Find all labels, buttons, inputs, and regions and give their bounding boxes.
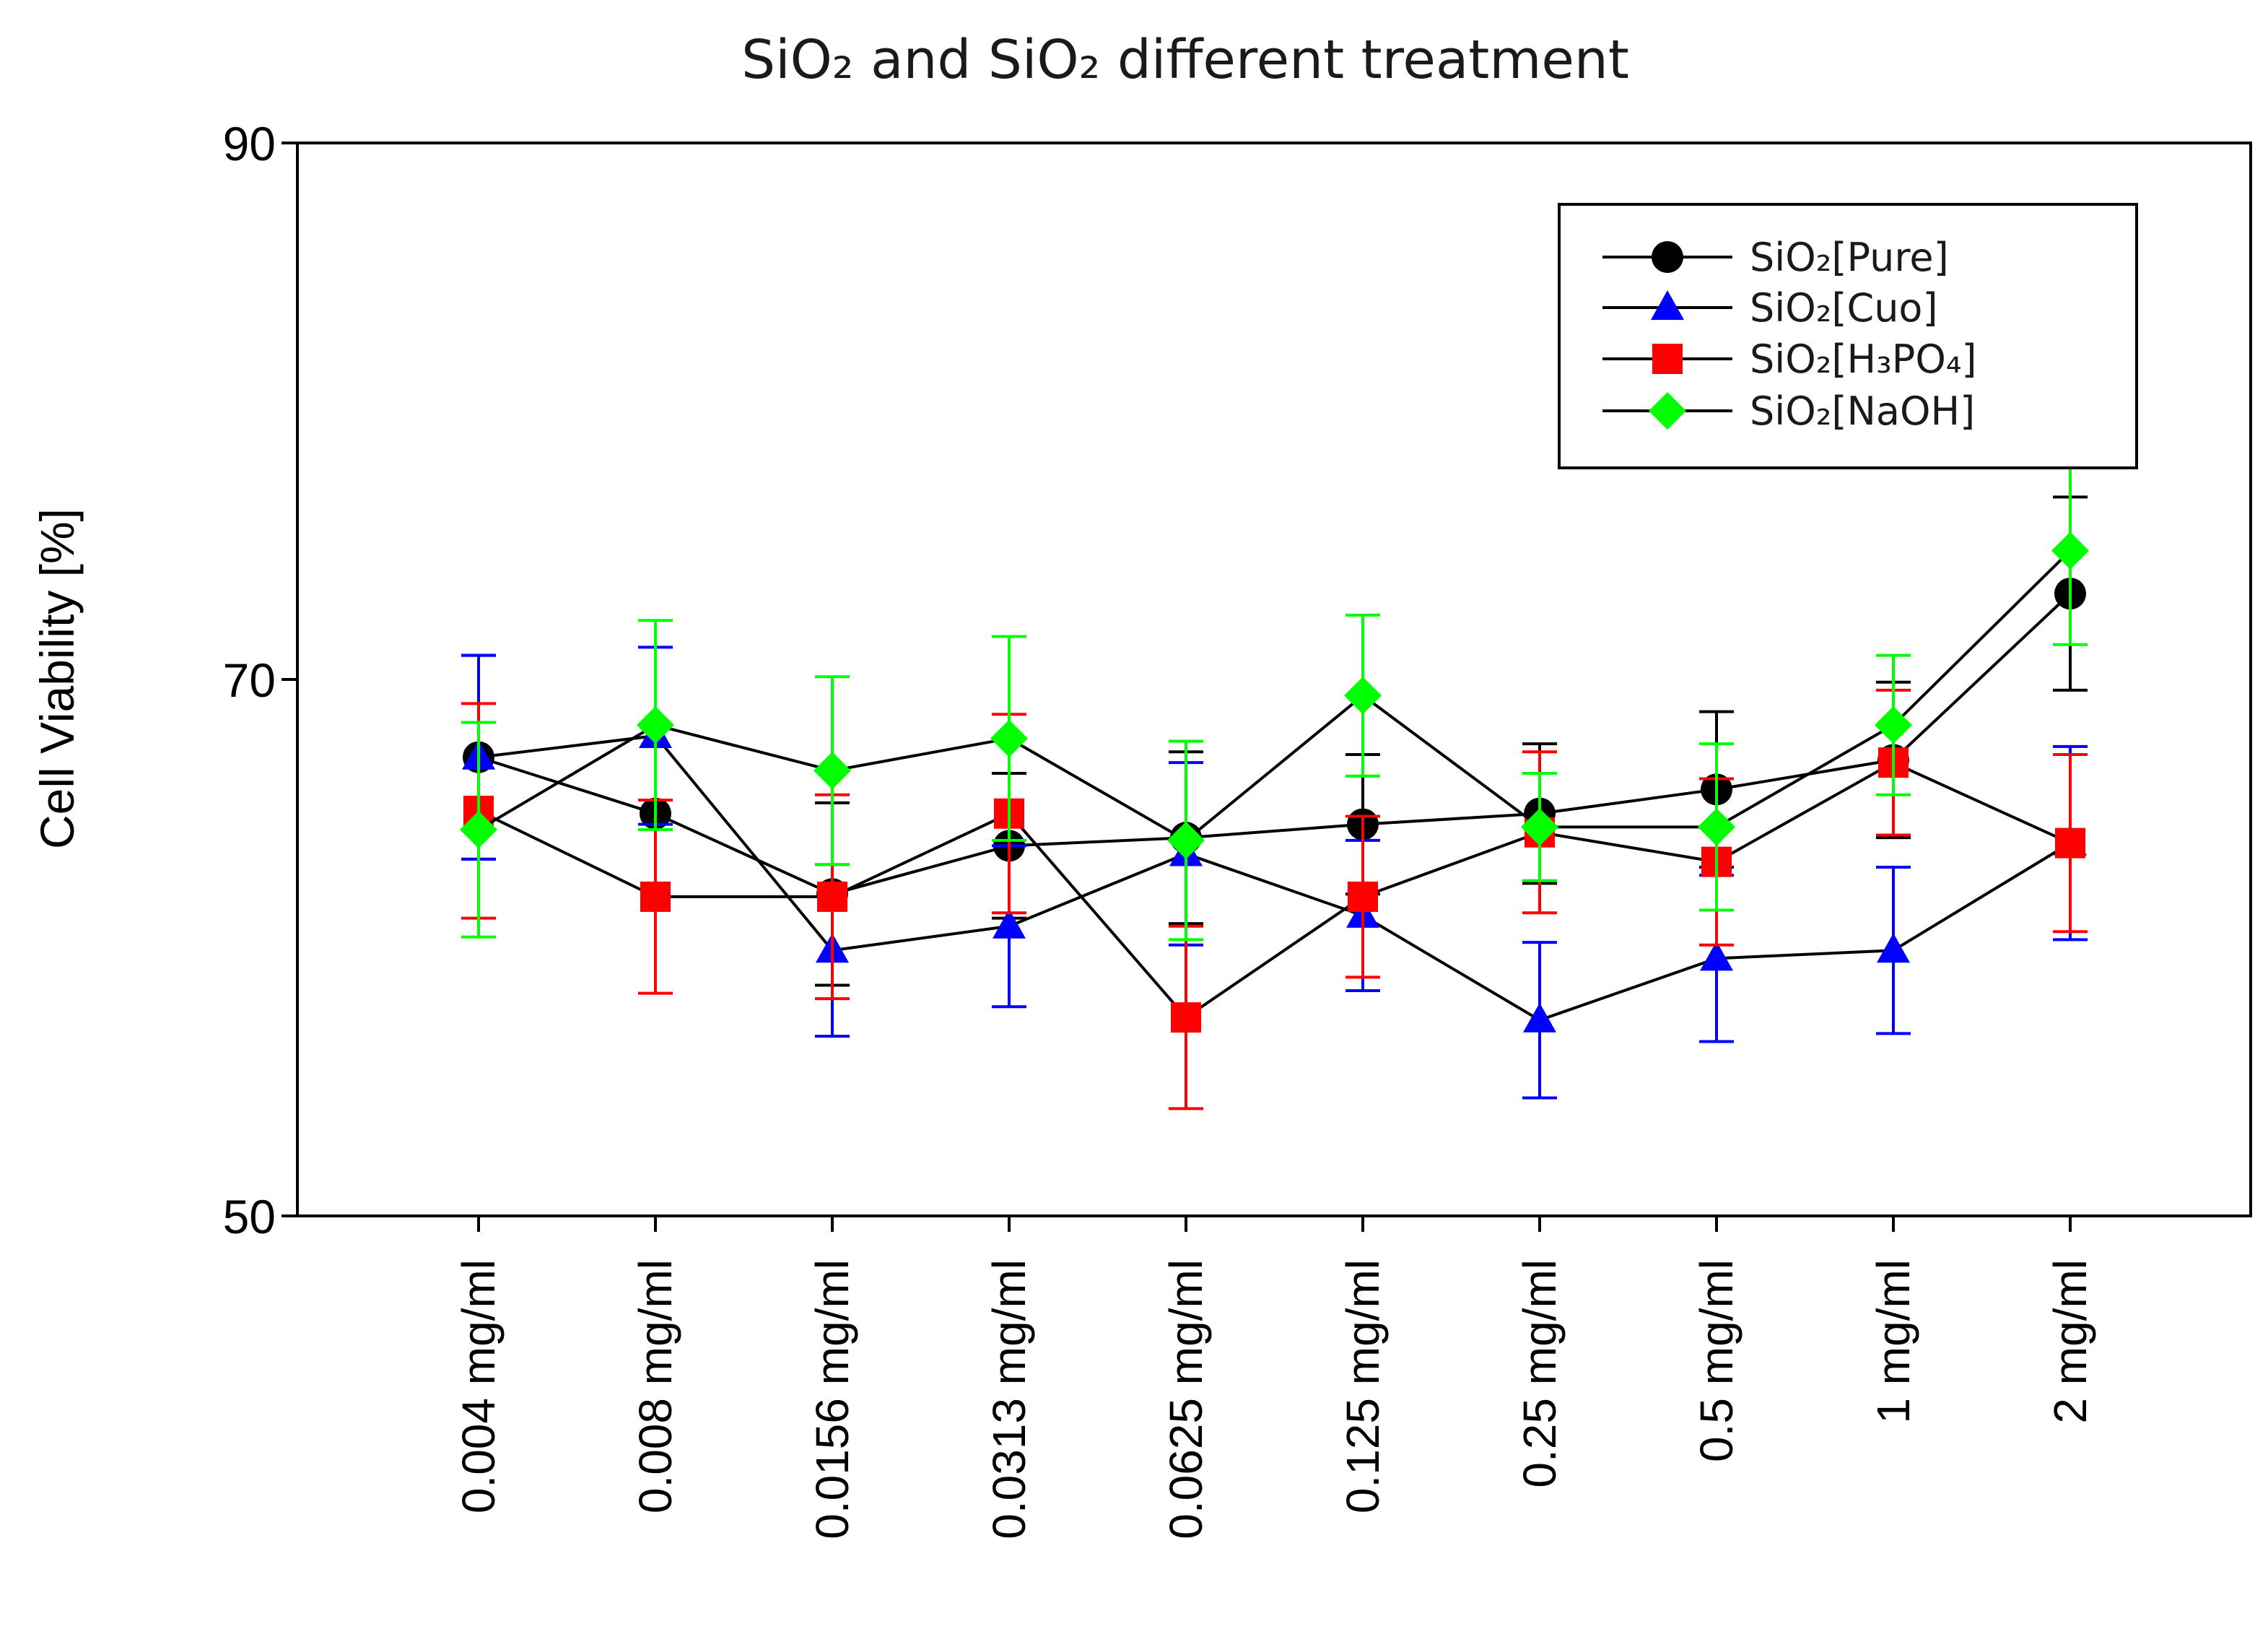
data-point: [640, 881, 671, 912]
data-point: [990, 719, 1028, 757]
legend-label: SiO₂[NaOH]: [1750, 388, 1975, 434]
legend-marker: [1651, 290, 1684, 320]
data-point: [1348, 881, 1378, 912]
y-tick-label: 70: [223, 653, 276, 707]
series-line: [477, 549, 2072, 843]
legend-entry: SiO₂[H₃PO₄]: [1602, 336, 1977, 382]
legend-entry: SiO₂[Cuo]: [1602, 285, 1938, 331]
legend-marker: [1652, 344, 1683, 374]
x-tick-label: 0.5 mg/ml: [1691, 1259, 1743, 1462]
data-point: [1167, 821, 1205, 859]
chart-title: SiO₂ and SiO₂ different treatment: [741, 29, 1629, 91]
x-tick-label: 0.0313 mg/ml: [983, 1259, 1035, 1539]
data-point: [460, 811, 497, 849]
data-point: [993, 908, 1026, 939]
y-axis-label: Cell Viability [%]: [30, 508, 84, 849]
legend-label: SiO₂[Pure]: [1750, 235, 1949, 280]
x-tick-label: 0.004 mg/ml: [453, 1259, 505, 1513]
data-point: [637, 706, 674, 744]
legend-label: SiO₂[Cuo]: [1750, 285, 1938, 331]
data-point: [1877, 933, 1910, 963]
legend-entry: SiO₂[Pure]: [1602, 235, 1949, 280]
series-triangle: [461, 646, 2088, 1100]
legend-label: SiO₂[H₃PO₄]: [1750, 336, 1977, 382]
legend-marker: [1652, 241, 1683, 273]
data-point: [2055, 827, 2085, 859]
x-tick-label: 0.125 mg/ml: [1337, 1259, 1389, 1513]
data-point: [1171, 1002, 1201, 1033]
y-tick-label: 90: [223, 117, 276, 170]
data-point: [814, 752, 851, 790]
data-point: [1700, 941, 1733, 971]
y-tick-label: 50: [223, 1190, 276, 1243]
plot-series: [460, 455, 2089, 1111]
data-point: [817, 881, 847, 912]
legend-entry: SiO₂[NaOH]: [1602, 388, 1975, 434]
series-line: [478, 760, 2071, 1020]
data-point: [1344, 677, 1382, 715]
x-tick-label: 0.0156 mg/ml: [806, 1259, 858, 1539]
data-point: [1698, 808, 1735, 846]
series-line: [478, 592, 2072, 896]
legend: SiO₂[Pure] SiO₂[Cuo] SiO₂[H₃PO₄] SiO₂[NaOH]: [1558, 203, 2138, 469]
legend-marker: [1649, 392, 1686, 430]
data-point: [2051, 531, 2089, 570]
data-point: [1875, 706, 1912, 744]
series-diamond: [460, 455, 2089, 942]
x-tick-label: 0.008 mg/ml: [629, 1259, 681, 1513]
y-axis: 50 70 90: [223, 117, 297, 1243]
x-axis: 0.004 mg/ml 0.008 mg/ml 0.0156 mg/ml 0.0313…: [453, 1216, 2096, 1539]
data-point: [1521, 808, 1558, 846]
data-point: [1523, 1002, 1556, 1033]
x-tick-label: 0.0625 mg/ml: [1160, 1259, 1212, 1539]
x-tick-label: 0.25 mg/ml: [1514, 1259, 1566, 1488]
series-line: [478, 734, 2072, 1022]
x-tick-label: 2 mg/ml: [2044, 1259, 2096, 1424]
x-tick-label: 1 mg/ml: [1867, 1259, 1919, 1424]
series-circle: [461, 495, 2088, 987]
